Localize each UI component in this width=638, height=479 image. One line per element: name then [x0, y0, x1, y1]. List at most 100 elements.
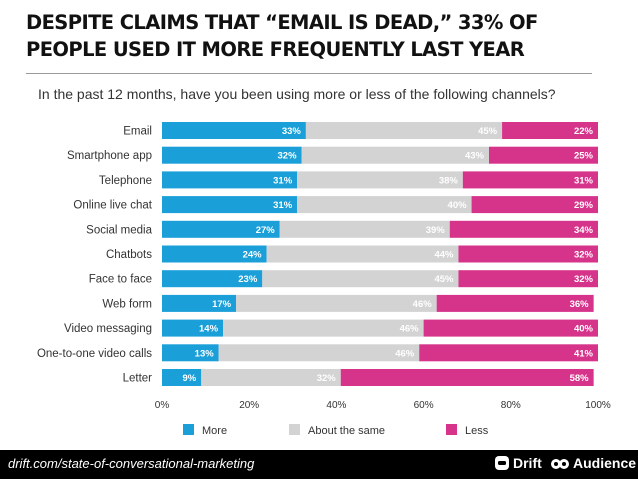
category-label-social-media: Social media — [86, 224, 152, 236]
bar-more-web-form — [162, 294, 237, 312]
data-label-more-letter: 9% — [183, 373, 197, 384]
source-link[interactable]: drift.com/state-of-conversational-market… — [8, 456, 255, 471]
data-label-less-smartphone-app: 25% — [574, 151, 594, 162]
bar-more-video-messaging — [162, 319, 224, 337]
bar-about-the-same-social-media — [279, 220, 450, 238]
data-label-less-online-live-chat: 29% — [574, 200, 594, 211]
bar-less-telephone — [462, 171, 598, 189]
bar-about-the-same-face-to-face — [262, 270, 459, 288]
bar-more-online-live-chat — [162, 196, 298, 214]
bar-more-one-to-one-video-calls — [162, 344, 219, 362]
bar-about-the-same-telephone — [297, 171, 463, 189]
data-label-about-the-same-social-media: 39% — [426, 225, 446, 236]
data-label-about-the-same-chatbots: 44% — [434, 250, 454, 261]
x-tick-label-5: 80% — [501, 400, 521, 411]
data-label-about-the-same-email: 45% — [478, 126, 498, 137]
category-label-one-to-one-video-calls: One-to-one video calls — [37, 348, 152, 360]
data-label-about-the-same-letter: 32% — [317, 373, 337, 384]
data-label-more-web-form: 17% — [212, 299, 232, 310]
legend-swatch-more — [183, 424, 194, 435]
bar-less-face-to-face — [458, 270, 598, 288]
audience-icon — [551, 459, 569, 469]
data-label-less-chatbots: 32% — [574, 250, 594, 261]
bar-more-letter — [162, 369, 202, 386]
category-label-letter: Letter — [123, 373, 153, 385]
data-label-more-telephone: 31% — [273, 175, 293, 186]
data-label-less-email: 22% — [574, 126, 594, 137]
legend-swatch-about-the-same — [289, 424, 300, 435]
bar-less-online-live-chat — [471, 196, 598, 214]
data-label-less-video-messaging: 40% — [574, 324, 594, 335]
bar-less-chatbots — [458, 245, 598, 263]
bar-less-letter — [340, 369, 594, 386]
legend-label-about-the-same: About the same — [308, 425, 385, 437]
footer-bar: drift.com/state-of-conversational-market… — [0, 450, 638, 479]
data-label-less-face-to-face: 32% — [574, 274, 594, 285]
bar-about-the-same-smartphone-app — [301, 146, 489, 164]
data-label-more-online-live-chat: 31% — [273, 200, 293, 211]
title-line-2: PEOPLE USED IT MORE FREQUENTLY LAST YEAR — [26, 38, 525, 61]
title-line-1: DESPITE CLAIMS THAT “EMAIL IS DEAD,” 33%… — [26, 11, 538, 34]
category-label-video-messaging: Video messaging — [64, 323, 152, 335]
data-label-more-face-to-face: 23% — [238, 274, 258, 285]
category-label-web-form: Web form — [102, 298, 152, 310]
bar-about-the-same-online-live-chat — [297, 196, 472, 214]
bar-about-the-same-chatbots — [266, 245, 459, 263]
chart-subtitle: In the past 12 months, have you been usi… — [38, 86, 556, 102]
category-label-face-to-face: Face to face — [89, 274, 152, 286]
drift-brand-text: Drift — [513, 455, 542, 471]
data-label-less-social-media: 34% — [574, 225, 594, 236]
audience-brand-text: Audience — [573, 455, 637, 471]
title-divider — [26, 73, 592, 74]
data-label-about-the-same-online-live-chat: 40% — [448, 200, 468, 211]
bar-more-face-to-face — [162, 270, 263, 288]
category-label-email: Email — [123, 126, 152, 138]
drift-logo: Drift — [494, 455, 542, 471]
legend-label-less: Less — [465, 425, 489, 437]
category-label-chatbots: Chatbots — [106, 249, 152, 261]
data-label-less-letter: 58% — [570, 373, 590, 384]
x-tick-label-4: 60% — [414, 400, 434, 411]
bar-less-smartphone-app — [489, 146, 598, 164]
bar-more-email — [162, 122, 306, 139]
bar-less-video-messaging — [423, 319, 598, 337]
bar-more-social-media — [162, 220, 280, 238]
bar-less-email — [502, 122, 598, 139]
bar-about-the-same-one-to-one-video-calls — [218, 344, 420, 362]
data-label-more-smartphone-app: 32% — [278, 151, 298, 162]
category-label-telephone: Telephone — [99, 175, 152, 187]
data-label-about-the-same-smartphone-app: 43% — [465, 151, 485, 162]
data-label-more-video-messaging: 14% — [199, 324, 219, 335]
legend-label-more: More — [202, 425, 227, 437]
x-tick-label-6: 100% — [585, 400, 611, 411]
data-label-less-web-form: 36% — [570, 299, 590, 310]
stacked-bar-chart: Email 33% 45% 22% Smartphone app 32% 43% 25% Tel… — [37, 122, 611, 437]
x-tick-label-2: 20% — [239, 400, 259, 411]
bar-less-web-form — [436, 294, 594, 312]
x-tick-label-1: 0% — [155, 400, 170, 411]
bar-about-the-same-web-form — [236, 294, 437, 312]
data-label-about-the-same-face-to-face: 45% — [434, 274, 454, 285]
x-tick-label-3: 40% — [326, 400, 346, 411]
bar-about-the-same-video-messaging — [223, 319, 424, 337]
category-label-online-live-chat: Online live chat — [73, 200, 152, 212]
data-label-about-the-same-video-messaging: 46% — [400, 324, 420, 335]
bar-more-smartphone-app — [162, 146, 302, 164]
data-label-more-email: 33% — [282, 126, 302, 137]
category-label-smartphone-app: Smartphone app — [67, 150, 152, 162]
bar-about-the-same-email — [305, 122, 503, 139]
bar-more-telephone — [162, 171, 298, 189]
data-label-less-one-to-one-video-calls: 41% — [574, 348, 594, 359]
bar-less-social-media — [449, 220, 598, 238]
chart-title: DESPITE CLAIMS THAT “EMAIL IS DEAD,” 33%… — [26, 9, 626, 63]
bar-less-one-to-one-video-calls — [419, 344, 598, 362]
data-label-about-the-same-telephone: 38% — [439, 175, 459, 186]
bar-about-the-same-letter — [201, 369, 341, 386]
data-label-more-one-to-one-video-calls: 13% — [195, 348, 215, 359]
data-label-about-the-same-web-form: 46% — [413, 299, 433, 310]
data-label-about-the-same-one-to-one-video-calls: 46% — [395, 348, 415, 359]
legend-swatch-less — [446, 424, 457, 435]
drift-icon — [495, 456, 509, 470]
data-label-more-social-media: 27% — [256, 225, 276, 236]
data-label-more-chatbots: 24% — [243, 250, 263, 261]
